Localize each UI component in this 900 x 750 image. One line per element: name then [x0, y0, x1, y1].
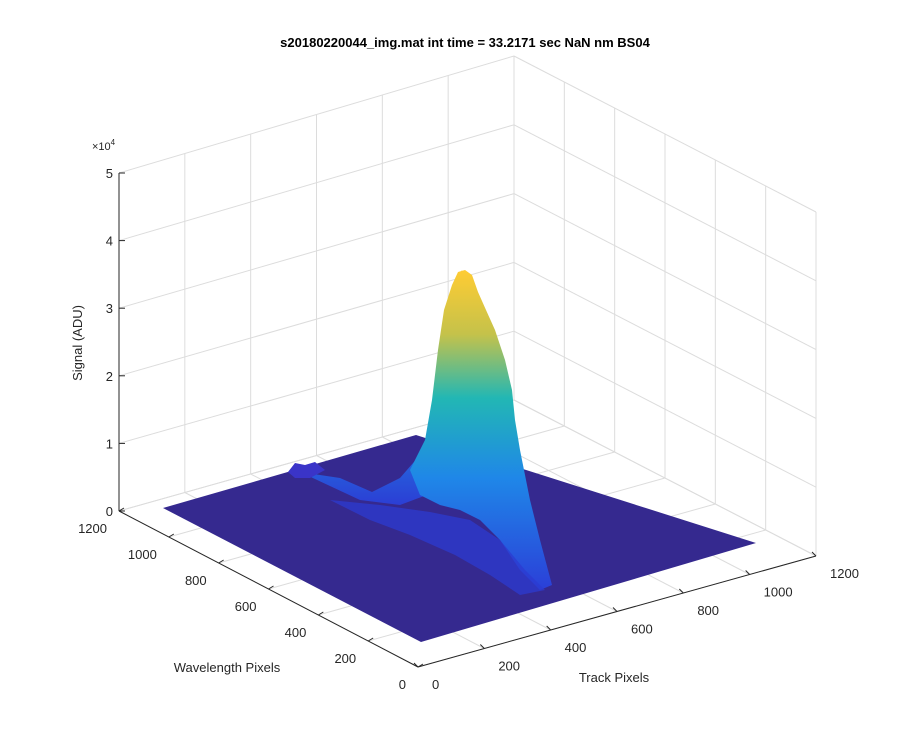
surface-plot [163, 270, 756, 642]
x-tick-label: 800 [697, 603, 719, 618]
y-tick [367, 637, 374, 642]
y-tick [417, 663, 424, 668]
x-tick-label: 1000 [764, 585, 793, 600]
z-axis-label: Signal (ADU) [70, 305, 85, 381]
z-exponent-power: 4 [111, 138, 116, 147]
z-tick-label: 1 [106, 436, 113, 451]
x-tick-label: 1200 [830, 566, 859, 581]
surface-ridge-shadow [330, 500, 545, 595]
grid-line [513, 193, 817, 351]
y-tick-label: 0 [399, 677, 406, 692]
grid-line [118, 193, 515, 309]
grid-line [118, 124, 515, 242]
x-tick [612, 607, 618, 612]
z-tick-label: 3 [106, 301, 113, 316]
surface-left-bump [288, 462, 325, 478]
x-tick [413, 662, 419, 668]
y-tick [318, 611, 324, 616]
x-tick [745, 570, 751, 575]
svg-text:×104: ×104 [92, 138, 116, 153]
y-axis-label: Wavelength Pixels [174, 660, 281, 675]
chart-title: s20180220044_img.mat int time = 33.2171 … [280, 35, 650, 50]
grid-line [513, 261, 817, 419]
surface-peak [410, 270, 552, 590]
y-tick [268, 585, 274, 590]
y-tick-label: 200 [334, 651, 356, 666]
grid-line [513, 55, 817, 213]
grid-line [513, 399, 817, 557]
z-tick-label: 4 [106, 234, 113, 249]
x-tick [678, 588, 684, 594]
y-tick-label: 1000 [128, 547, 157, 562]
x-tick [811, 551, 817, 557]
y-tick [168, 533, 175, 538]
y-tick [218, 559, 224, 564]
grid-line [118, 55, 515, 174]
z-tick-label: 5 [106, 166, 113, 181]
y-tick-label: 400 [285, 625, 307, 640]
z-exponent-base: ×10 [92, 141, 111, 153]
grid-line [513, 124, 817, 282]
x-tick [546, 625, 552, 631]
z-tick-label: 2 [106, 369, 113, 384]
grid-line [118, 261, 515, 377]
x-axis-label: Track Pixels [579, 670, 650, 685]
z-tick-label: 0 [106, 504, 113, 519]
x-tick-label: 400 [565, 640, 587, 655]
grid-line [513, 330, 817, 488]
y-tick-label: 800 [185, 573, 207, 588]
z-exponent: ×104 [92, 138, 116, 153]
x-tick-label: 600 [631, 622, 653, 637]
y-tick-label: 1200 [78, 521, 107, 536]
x-tick-label: 200 [498, 659, 520, 674]
x-tick [479, 644, 485, 649]
x-tick-label: 0 [432, 677, 439, 692]
axes: 0 1 2 3 4 5 0 200 400 600 800 1000 1200 0 200 400 600 800… [78, 166, 859, 692]
y-tick [118, 507, 125, 512]
y-tick-label: 600 [235, 599, 257, 614]
